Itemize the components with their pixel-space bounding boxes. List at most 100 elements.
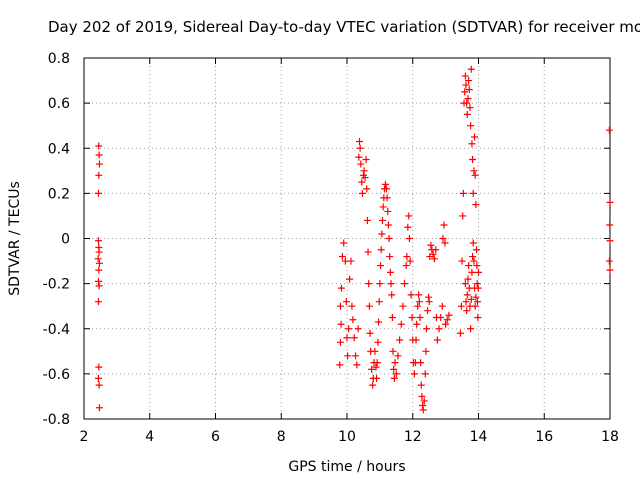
data-point bbox=[368, 365, 376, 373]
data-point bbox=[463, 307, 471, 315]
data-point bbox=[473, 280, 481, 288]
data-point bbox=[390, 374, 398, 382]
data-point bbox=[394, 352, 402, 360]
grid bbox=[84, 58, 610, 419]
data-point bbox=[465, 86, 473, 94]
data-point bbox=[347, 257, 355, 265]
data-point bbox=[366, 329, 374, 337]
data-point bbox=[392, 370, 400, 378]
y-tick-label: 0.4 bbox=[48, 141, 70, 157]
x-tick-label: 14 bbox=[470, 429, 488, 445]
data-point bbox=[345, 325, 353, 333]
data-point bbox=[94, 189, 102, 197]
data-point bbox=[443, 316, 451, 324]
x-tick-label: 2 bbox=[80, 429, 89, 445]
data-point bbox=[353, 361, 361, 369]
data-point bbox=[414, 302, 422, 310]
data-point bbox=[464, 275, 472, 283]
data-point bbox=[95, 381, 103, 389]
data-point bbox=[463, 110, 471, 118]
x-tick-label: 12 bbox=[404, 429, 422, 445]
data-point bbox=[461, 72, 469, 80]
data-point bbox=[421, 370, 429, 378]
data-point bbox=[468, 268, 476, 276]
data-point bbox=[388, 313, 396, 321]
y-tick-label: -0.2 bbox=[43, 277, 70, 293]
axis-ticks bbox=[83, 57, 611, 420]
data-point bbox=[456, 329, 464, 337]
y-tick-label: -0.4 bbox=[43, 322, 70, 338]
data-point bbox=[378, 230, 386, 238]
data-point bbox=[441, 239, 449, 247]
data-point bbox=[95, 259, 103, 267]
data-point bbox=[440, 221, 448, 229]
data-point bbox=[343, 334, 351, 342]
data-point bbox=[425, 298, 433, 306]
data-point bbox=[406, 257, 414, 265]
y-tick-label: 0.6 bbox=[48, 96, 70, 112]
data-point bbox=[439, 235, 447, 242]
data-point bbox=[606, 198, 614, 206]
data-point bbox=[375, 298, 383, 306]
data-point bbox=[363, 185, 371, 193]
data-point bbox=[399, 302, 407, 310]
data-point bbox=[415, 298, 423, 306]
data-point bbox=[352, 352, 360, 360]
data-point bbox=[468, 140, 476, 148]
data-point bbox=[458, 257, 466, 265]
data-point bbox=[375, 318, 383, 326]
data-point bbox=[363, 216, 371, 224]
data-point bbox=[344, 352, 352, 360]
data-point bbox=[412, 336, 420, 344]
data-point bbox=[379, 203, 387, 211]
data-point bbox=[336, 338, 344, 346]
data-point bbox=[402, 262, 410, 270]
data-point bbox=[463, 99, 471, 107]
data-point bbox=[396, 336, 404, 344]
data-point bbox=[405, 235, 413, 242]
y-tick-label: -0.6 bbox=[43, 367, 70, 383]
data-point bbox=[385, 235, 393, 242]
data-point bbox=[415, 291, 423, 299]
data-point bbox=[94, 298, 102, 306]
data-point bbox=[442, 320, 450, 328]
data-point bbox=[467, 295, 475, 303]
data-point bbox=[471, 133, 479, 141]
chart-title: Day 202 of 2019, Sidereal Day-to-day VTE… bbox=[48, 18, 640, 36]
data-point bbox=[474, 298, 482, 306]
data-point bbox=[425, 293, 433, 301]
data-point bbox=[466, 104, 474, 112]
data-point bbox=[397, 320, 405, 328]
data-point bbox=[94, 277, 102, 285]
data-point bbox=[382, 185, 390, 193]
data-point bbox=[94, 255, 102, 263]
data-point bbox=[424, 307, 432, 315]
data-point bbox=[371, 347, 379, 355]
x-tick-label: 18 bbox=[601, 429, 619, 445]
data-point bbox=[461, 88, 469, 96]
data-point bbox=[95, 160, 103, 168]
data-point bbox=[373, 359, 381, 367]
data-point bbox=[472, 201, 480, 209]
y-tick-label: 0.8 bbox=[48, 51, 70, 67]
data-point bbox=[94, 237, 102, 245]
data-point bbox=[408, 313, 416, 321]
data-point bbox=[463, 291, 471, 299]
x-tick-label: 6 bbox=[211, 429, 220, 445]
data-point bbox=[470, 167, 478, 175]
data-point bbox=[605, 257, 613, 265]
data-point bbox=[410, 370, 418, 378]
data-point bbox=[95, 404, 103, 412]
data-point bbox=[377, 246, 385, 254]
y-tick-label: -0.8 bbox=[43, 412, 70, 428]
data-point bbox=[423, 325, 431, 333]
data-point bbox=[356, 144, 364, 152]
data-point bbox=[342, 298, 350, 306]
data-point bbox=[364, 248, 372, 256]
data-point bbox=[437, 313, 445, 321]
data-point bbox=[471, 302, 479, 310]
data-point bbox=[427, 241, 435, 249]
data-point bbox=[606, 221, 614, 229]
data-point bbox=[405, 212, 413, 220]
data-point bbox=[469, 253, 477, 261]
